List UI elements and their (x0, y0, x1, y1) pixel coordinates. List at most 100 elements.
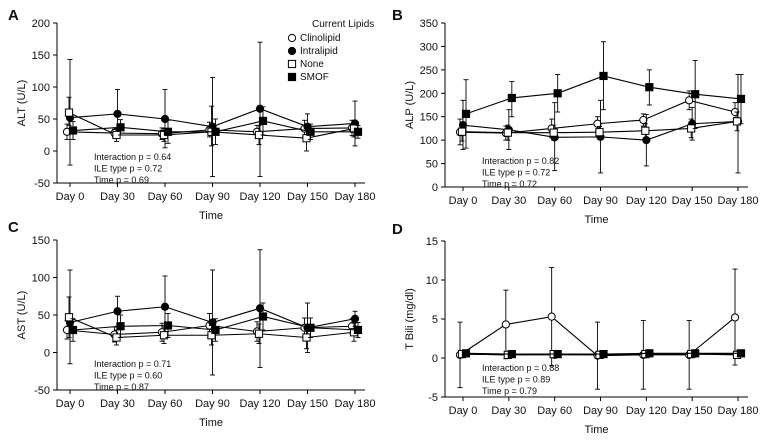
legend: Current Lipids Clinolipid Intralipid None SM… (287, 19, 374, 83)
data-point (549, 128, 558, 137)
stat-annotation: Time p = 0.87 (94, 382, 149, 392)
data-point (642, 136, 651, 145)
y-tick-label: 0 (432, 353, 438, 365)
data-point (255, 104, 265, 113)
data-point (64, 313, 74, 322)
data-point (501, 320, 510, 329)
data-point (599, 350, 608, 359)
y-tick-label: 100 (420, 135, 438, 147)
x-axis-title: Time (199, 417, 223, 429)
legend-marker (287, 72, 297, 82)
x-tick-label: Day 30 (100, 191, 135, 203)
data-point (547, 312, 556, 321)
series-intralipid (65, 249, 360, 376)
panel-letter: D (392, 221, 403, 238)
y-tick-label: 0 (432, 182, 438, 194)
series-smof (68, 106, 363, 146)
data-point (160, 114, 170, 124)
stat-annotation: Time p = 0.72 (482, 179, 537, 189)
x-tick-label: Day 90 (195, 191, 230, 203)
legend-label: None (300, 59, 324, 70)
data-point (64, 108, 74, 117)
x-tick-label: Day 150 (672, 405, 713, 417)
x-tick-label: Day 90 (583, 195, 618, 207)
x-axis-title: Time (199, 210, 223, 222)
y-tick-label: 250 (420, 65, 438, 77)
y-axis-title: ALP (U/L) (404, 81, 416, 129)
x-tick-label: Day 150 (287, 191, 328, 203)
chart-panel-d: D -5 0 5 10 15 Day 0 Day 30 Day 60 Day 90 Day 120 D… (392, 221, 758, 436)
y-tick-label: 300 (420, 41, 438, 53)
series-smof (461, 41, 746, 149)
stat-annotation: Interaction p = 0.71 (94, 359, 171, 369)
data-point (553, 350, 562, 359)
data-point (353, 325, 363, 335)
x-tick-label: Day 180 (335, 398, 376, 410)
x-axis-title: Time (584, 214, 608, 226)
y-tick-label: 350 (420, 18, 438, 30)
x-tick-label: Day 60 (148, 191, 183, 203)
legend-marker (287, 33, 297, 43)
y-tick-label: 15 (426, 236, 438, 248)
x-tick-label: Day 60 (537, 405, 572, 417)
data-point (255, 304, 265, 313)
y-tick-label: 50 (426, 159, 438, 171)
data-point (730, 313, 740, 322)
data-point (691, 349, 700, 358)
x-tick-label: Day 0 (56, 191, 85, 203)
stat-annotation: Interaction p = 0.82 (482, 156, 559, 166)
legend-label: SMOF (300, 72, 329, 83)
data-point (160, 302, 170, 311)
data-point (461, 349, 471, 358)
data-point (593, 119, 602, 128)
y-tick-label: 200 (420, 88, 438, 100)
legend-title: Current Lipids (312, 19, 374, 30)
x-axis-title: Time (584, 424, 608, 436)
x-tick-label: Day 180 (718, 405, 759, 417)
data-point (691, 90, 700, 99)
x-tick-label: Day 60 (148, 398, 183, 410)
data-point (507, 93, 516, 103)
data-point (306, 323, 315, 332)
legend-marker (287, 46, 297, 56)
y-tick-label: 150 (420, 112, 438, 124)
x-tick-label: Day 120 (240, 191, 281, 203)
x-tick-label: Day 120 (626, 405, 667, 417)
data-point (553, 89, 562, 98)
data-point (350, 314, 360, 323)
series-smof (68, 302, 363, 342)
data-point (258, 116, 268, 126)
legend-label: Clinolipid (300, 33, 341, 44)
x-tick-label: Day 120 (626, 195, 667, 207)
data-point (208, 318, 217, 327)
data-point (685, 96, 694, 105)
x-tick-label: Day 150 (672, 195, 713, 207)
y-tick-label: 50 (38, 310, 50, 322)
data-point (639, 115, 648, 125)
data-point (595, 128, 604, 137)
stat-annotation: ILE type p = 0.72 (482, 168, 550, 178)
legend-label: Intralipid (300, 46, 338, 57)
stat-annotation: Time p = 0.79 (482, 386, 537, 396)
chart-panel-c: C -50 0 50 100 150 Day 0 Day 30 Day 60 Day 90 Day … (8, 219, 375, 429)
y-axis-title: ALT (U/L) (16, 80, 28, 127)
data-point (68, 325, 78, 335)
data-point (116, 322, 125, 331)
data-point (457, 127, 467, 136)
x-tick-label: Day 0 (449, 405, 478, 417)
x-tick-label: Day 30 (491, 195, 526, 207)
y-tick-label: 5 (432, 314, 438, 326)
data-point (599, 71, 608, 81)
chart-panel-b: B 0 50 100 150 200 250 300 350 Day 0 Day 30 Day 60 D… (392, 7, 758, 226)
y-tick-label: 150 (32, 50, 50, 62)
data-point (507, 350, 516, 359)
y-tick-label: 0 (44, 146, 50, 158)
panel-letter: A (8, 7, 19, 24)
x-tick-label: Day 30 (491, 405, 526, 417)
stat-annotation: Interaction p = 0.88 (482, 363, 559, 373)
y-tick-label: 10 (426, 275, 438, 287)
legend-marker (287, 59, 297, 69)
x-tick-label: Day 90 (583, 405, 618, 417)
panel-letter: B (392, 7, 403, 24)
